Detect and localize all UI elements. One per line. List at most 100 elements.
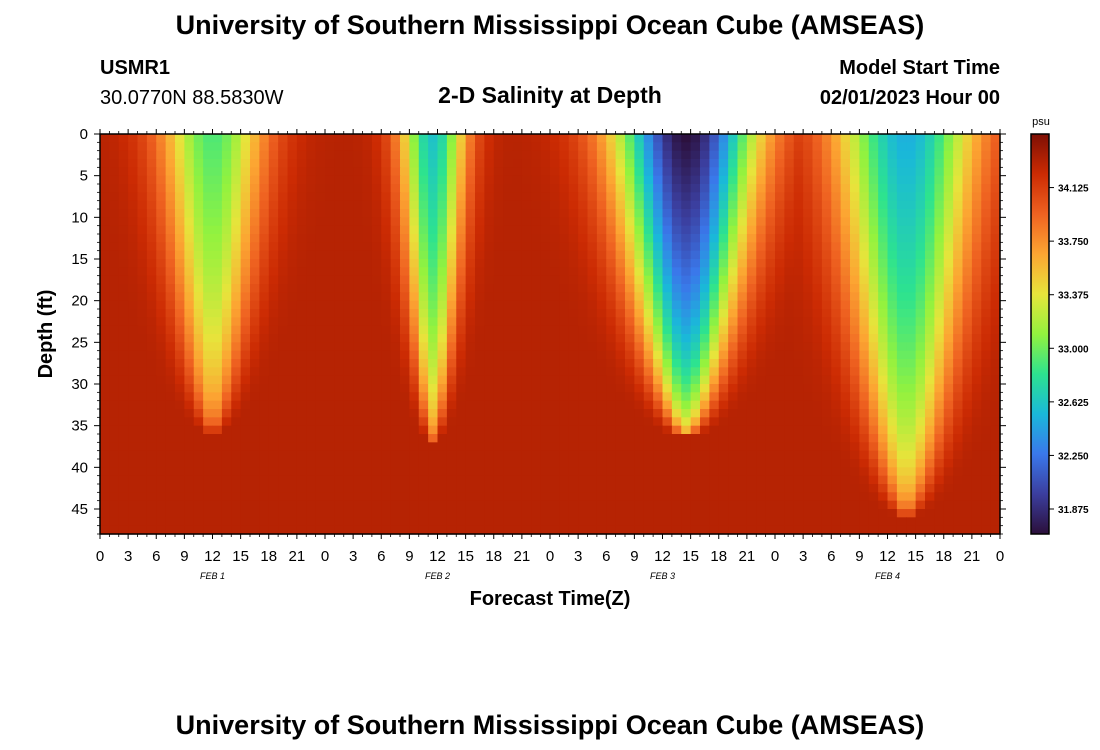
heatmap-cell bbox=[221, 517, 232, 527]
heatmap-cell bbox=[371, 375, 382, 385]
heatmap-cell bbox=[943, 142, 954, 152]
heatmap-cell bbox=[700, 417, 710, 427]
heatmap-cell bbox=[259, 342, 270, 352]
heatmap-cell bbox=[746, 300, 757, 310]
heatmap-cell bbox=[362, 367, 373, 377]
heatmap-cell bbox=[671, 275, 682, 285]
heatmap-cell bbox=[184, 142, 195, 152]
heatmap-cell bbox=[381, 300, 392, 310]
heatmap-cell bbox=[831, 384, 842, 393]
heatmap-cell bbox=[784, 350, 795, 360]
heatmap-cell bbox=[250, 325, 260, 335]
heatmap-cell bbox=[128, 234, 139, 243]
heatmap-cell bbox=[681, 175, 692, 185]
heatmap-cell bbox=[559, 350, 570, 360]
heatmap-cell bbox=[109, 259, 120, 268]
heatmap-cell bbox=[240, 467, 251, 477]
heatmap-cell bbox=[212, 184, 223, 193]
heatmap-cell bbox=[953, 434, 964, 443]
heatmap-cell bbox=[765, 175, 776, 185]
heatmap-cell bbox=[137, 500, 148, 510]
heatmap-cell bbox=[184, 342, 195, 352]
heatmap-cell bbox=[343, 475, 354, 485]
heatmap-cell bbox=[850, 142, 860, 152]
heatmap-cell bbox=[446, 292, 457, 302]
heatmap-cell bbox=[728, 467, 739, 477]
heatmap-cell bbox=[831, 442, 842, 452]
heatmap-cell bbox=[653, 384, 664, 393]
heatmap-cell bbox=[821, 409, 832, 418]
heatmap-cell bbox=[578, 475, 589, 485]
heatmap-cell bbox=[812, 392, 823, 402]
heatmap-cell bbox=[868, 175, 879, 185]
heatmap-cell bbox=[821, 500, 832, 510]
heatmap-cell bbox=[446, 325, 457, 335]
heatmap-cell bbox=[475, 375, 485, 385]
heatmap-cell bbox=[643, 334, 654, 343]
heatmap-cell bbox=[653, 409, 664, 418]
heatmap-cell bbox=[371, 475, 382, 485]
heatmap-cell bbox=[559, 500, 570, 510]
heatmap-cell bbox=[596, 292, 607, 302]
heatmap-cell bbox=[587, 492, 598, 502]
heatmap-cell bbox=[212, 492, 223, 502]
heatmap-cell bbox=[287, 409, 298, 418]
heatmap-cell bbox=[381, 309, 392, 318]
heatmap-cell bbox=[221, 525, 232, 535]
heatmap-cell bbox=[906, 342, 917, 352]
heatmap-cell bbox=[390, 284, 401, 293]
heatmap-cell bbox=[475, 234, 485, 243]
heatmap-cell bbox=[521, 425, 532, 435]
heatmap-cell bbox=[531, 225, 542, 235]
heatmap-cell bbox=[803, 175, 814, 185]
heatmap-cell bbox=[287, 425, 298, 435]
heatmap-cell bbox=[812, 225, 823, 235]
heatmap-cell bbox=[475, 467, 485, 477]
heatmap-cell bbox=[718, 317, 729, 327]
heatmap-cell bbox=[775, 417, 785, 427]
heatmap-cell bbox=[653, 317, 664, 327]
heatmap-cell bbox=[765, 517, 776, 527]
x-tick-label: 6 bbox=[377, 548, 385, 565]
heatmap-cell bbox=[446, 509, 457, 518]
heatmap-cell bbox=[175, 525, 185, 535]
heatmap-cell bbox=[981, 275, 992, 285]
heatmap-cell bbox=[971, 159, 982, 168]
heatmap-cell bbox=[728, 484, 739, 493]
heatmap-cell bbox=[840, 434, 851, 443]
heatmap-cell bbox=[765, 475, 776, 485]
heatmap-cell bbox=[100, 517, 110, 527]
heatmap-cell bbox=[296, 225, 307, 235]
heatmap-cell bbox=[456, 484, 467, 493]
heatmap-cell bbox=[278, 492, 289, 502]
heatmap-cell bbox=[156, 434, 167, 443]
heatmap-cell bbox=[221, 459, 232, 468]
heatmap-cell bbox=[775, 509, 785, 518]
heatmap-cell bbox=[325, 434, 335, 443]
heatmap-cell bbox=[203, 500, 214, 510]
heatmap-cell bbox=[400, 250, 410, 260]
heatmap-cell bbox=[250, 242, 260, 252]
heatmap-cell bbox=[456, 367, 467, 377]
heatmap-cell bbox=[250, 284, 260, 293]
heatmap-cell bbox=[193, 509, 204, 518]
heatmap-cell bbox=[709, 342, 720, 352]
heatmap-cell bbox=[231, 175, 242, 185]
heatmap-cell bbox=[568, 384, 579, 393]
heatmap-cell bbox=[146, 509, 157, 518]
heatmap-cell bbox=[915, 250, 926, 260]
heatmap-cell bbox=[775, 209, 785, 218]
heatmap-cell bbox=[100, 267, 110, 277]
heatmap-cell bbox=[990, 267, 1001, 277]
heatmap-cell bbox=[831, 250, 842, 260]
heatmap-cell bbox=[503, 367, 514, 377]
heatmap-cell bbox=[587, 267, 598, 277]
heatmap-cell bbox=[775, 484, 785, 493]
heatmap-cell bbox=[596, 242, 607, 252]
heatmap-cell bbox=[428, 525, 439, 535]
heatmap-cell bbox=[887, 467, 898, 477]
heatmap-cell bbox=[100, 359, 110, 368]
heatmap-cell bbox=[784, 442, 795, 452]
heatmap-cell bbox=[925, 267, 935, 277]
heatmap-cell bbox=[625, 175, 635, 185]
